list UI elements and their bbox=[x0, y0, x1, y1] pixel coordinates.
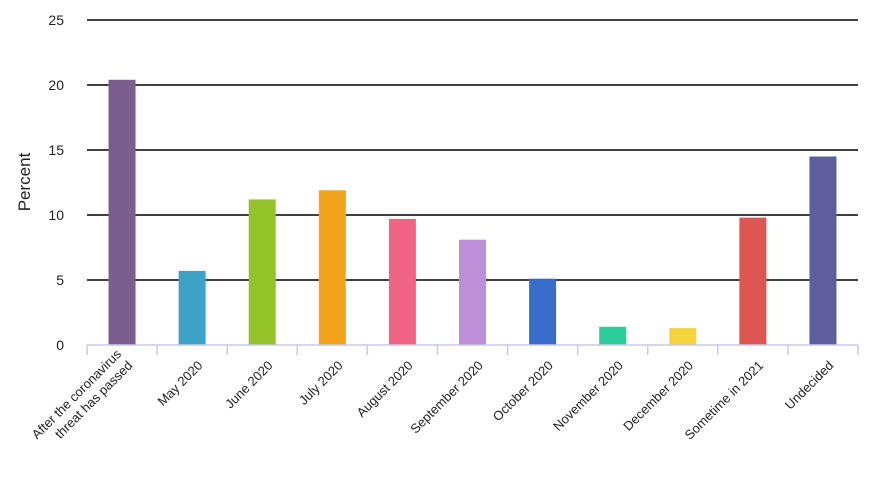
x-tick-label: October 2020 bbox=[490, 358, 556, 424]
y-axis-ticks: 0 5 10 15 20 25 bbox=[48, 12, 64, 353]
x-tick-label-line: May 2020 bbox=[155, 358, 206, 409]
x-tick-label-line: Sometime in 2021 bbox=[682, 358, 767, 443]
x-tick-label: Sometime in 2021 bbox=[682, 358, 767, 443]
bars bbox=[108, 79, 837, 346]
gridlines bbox=[87, 19, 858, 281]
bar bbox=[529, 278, 557, 345]
x-tick-label: September 2020 bbox=[407, 358, 486, 437]
y-axis-label: Percent bbox=[15, 152, 34, 211]
x-tick-label: July 2020 bbox=[296, 358, 346, 408]
y-tick-label: 15 bbox=[48, 142, 64, 158]
y-tick-label: 5 bbox=[56, 272, 64, 288]
bar bbox=[178, 270, 206, 345]
bar bbox=[248, 199, 276, 345]
bar bbox=[388, 218, 416, 345]
y-tick-label: 20 bbox=[48, 77, 64, 93]
bar bbox=[809, 156, 837, 345]
x-tick-label-line: December 2020 bbox=[620, 358, 696, 434]
bar bbox=[459, 239, 486, 345]
y-tick-label: 25 bbox=[48, 12, 64, 28]
x-tick-label-line: After the coronavirus bbox=[29, 346, 125, 442]
x-tick-label-line: November 2020 bbox=[550, 358, 626, 434]
bar bbox=[669, 328, 697, 345]
x-tick-label-line: September 2020 bbox=[407, 358, 486, 437]
x-tick-label: Undecided bbox=[782, 358, 837, 413]
x-tick-label: August 2020 bbox=[354, 358, 416, 420]
y-tick-label: 0 bbox=[56, 337, 64, 353]
x-axis-ticks: After the coronavirusthreat has passed Ma… bbox=[29, 346, 837, 453]
x-tick-label-line: June 2020 bbox=[222, 358, 276, 412]
bar bbox=[108, 79, 136, 346]
y-tick-label: 10 bbox=[48, 207, 64, 223]
x-tick-label-line: August 2020 bbox=[354, 358, 416, 420]
bar bbox=[318, 190, 346, 345]
x-axis bbox=[86, 344, 859, 355]
x-tick-label-line: October 2020 bbox=[490, 358, 556, 424]
x-tick-label: November 2020 bbox=[550, 358, 626, 434]
x-tick-label: May 2020 bbox=[155, 358, 206, 409]
bar bbox=[739, 217, 767, 345]
x-tick-label: December 2020 bbox=[620, 358, 696, 434]
x-tick-label: June 2020 bbox=[222, 358, 276, 412]
x-tick-label-line: July 2020 bbox=[296, 358, 346, 408]
x-tick-label-line: Undecided bbox=[782, 358, 837, 413]
x-tick-label: After the coronavirusthreat has passed bbox=[29, 346, 136, 453]
bar bbox=[599, 326, 627, 345]
